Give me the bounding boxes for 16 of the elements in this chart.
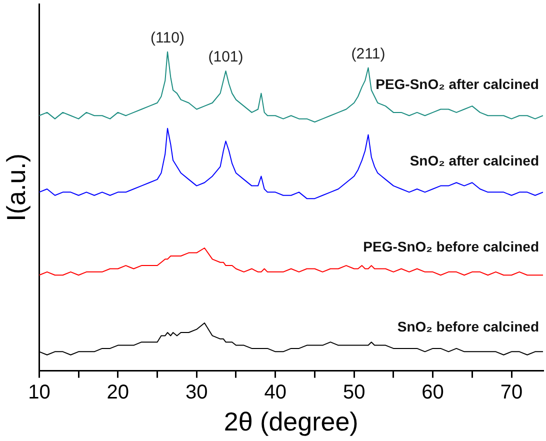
series-label: SnO₂ before calcined bbox=[397, 318, 539, 334]
x-axis-title: 2θ (degree) bbox=[224, 406, 358, 437]
series-label: PEG-SnO₂ before calcined bbox=[363, 238, 539, 255]
annotation: (211) bbox=[351, 45, 386, 62]
x-tick-label: 30 bbox=[186, 381, 208, 404]
x-tick-label: 70 bbox=[500, 381, 523, 404]
series-label: PEG-SnO₂ after calcined bbox=[376, 76, 539, 92]
x-tick-label: 40 bbox=[264, 381, 286, 404]
x-tick-label: 10 bbox=[28, 381, 50, 404]
x-tick-label: 60 bbox=[422, 381, 444, 404]
x-tick-label: 20 bbox=[106, 381, 130, 404]
y-axis-title: I(a.u.) bbox=[0, 153, 31, 222]
series-label: SnO₂ after calcined bbox=[410, 152, 539, 168]
x-tick-label: 50 bbox=[342, 381, 366, 404]
annotation: (101) bbox=[208, 48, 244, 66]
annotation: (110) bbox=[150, 29, 184, 46]
